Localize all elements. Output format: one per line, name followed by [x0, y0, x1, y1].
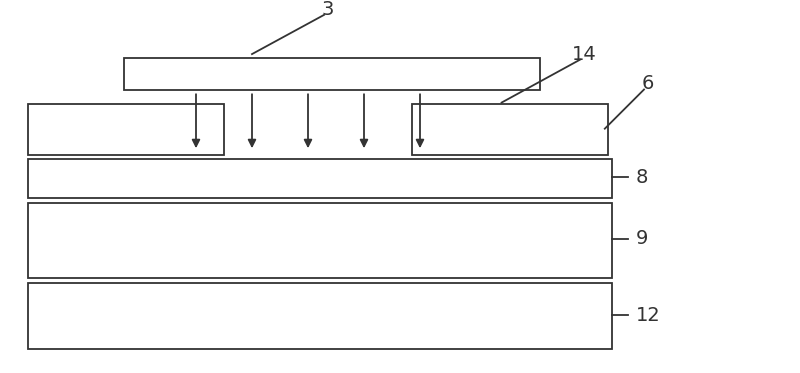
Bar [28, 159, 612, 198]
Bar [44, 106, 160, 132]
Bar [28, 283, 612, 349]
Text: 8: 8 [636, 168, 648, 186]
Bar [28, 104, 224, 155]
Text: 3: 3 [322, 0, 334, 19]
Text: 12: 12 [636, 306, 661, 325]
Bar [124, 58, 540, 90]
Text: 6: 6 [642, 75, 654, 93]
Text: 9: 9 [636, 229, 648, 248]
Bar [428, 106, 544, 132]
Bar [412, 104, 608, 155]
Text: 14: 14 [572, 45, 596, 63]
Bar [28, 203, 612, 278]
